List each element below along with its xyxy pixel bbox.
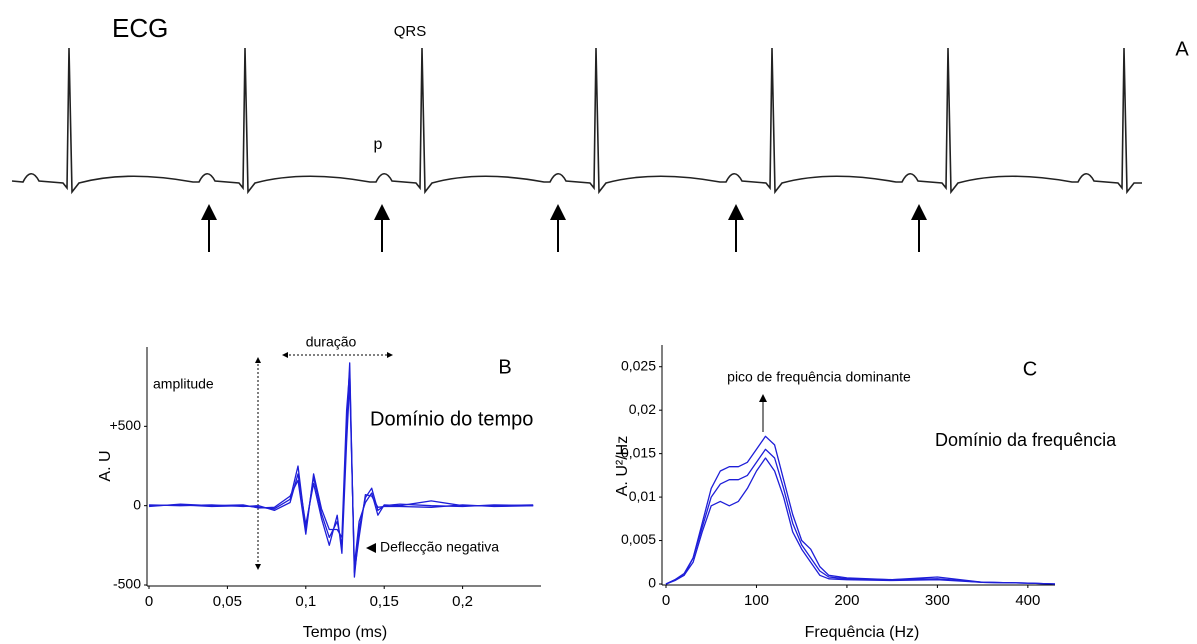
series-line — [148, 370, 534, 573]
deflection-pointer — [366, 543, 376, 553]
annotation: pico de frequência dominante — [727, 369, 911, 385]
x-tick-label: 0,1 — [295, 593, 316, 610]
y-tick-label: 0,015 — [621, 444, 656, 460]
y-tick-label: 0 — [648, 575, 656, 591]
annotation: Deflecção negativa — [380, 539, 499, 555]
panel-title: Domínio do tempo — [370, 408, 533, 430]
p-wave-arrows — [201, 204, 927, 252]
x-tick-label: 300 — [925, 592, 950, 609]
panel-label: A — [1175, 38, 1189, 60]
y-tick-label: 0,025 — [621, 357, 656, 373]
panel-label: C — [1023, 358, 1037, 380]
y-axis-label: A. U²/Hz — [614, 436, 631, 496]
p-label: p — [374, 136, 383, 153]
x-tick-label: 0 — [145, 593, 153, 610]
panel-title: Domínio da frequência — [935, 430, 1117, 450]
panel-label: B — [498, 356, 511, 378]
y-tick-label: -500 — [113, 576, 141, 592]
y-tick-label: 0,02 — [629, 401, 656, 417]
y-tick-label: 0,01 — [629, 488, 656, 504]
annotation: amplitude — [153, 376, 214, 392]
y-axis-label: A. U — [97, 450, 114, 481]
series-line — [665, 457, 1056, 585]
qrs-label: QRS — [394, 23, 427, 40]
x-axis-label: Frequência (Hz) — [805, 624, 920, 641]
x-tick-label: 0,15 — [370, 593, 399, 610]
series-line — [665, 448, 1056, 585]
x-tick-label: 0 — [662, 592, 670, 609]
y-tick-label: +500 — [109, 417, 141, 433]
x-tick-label: 100 — [744, 592, 769, 609]
y-tick-label: 0,005 — [621, 531, 656, 547]
annotation: duração — [306, 334, 357, 350]
ecg-title: ECG — [112, 13, 168, 43]
series-line — [665, 435, 1056, 585]
x-tick-label: 0,05 — [213, 593, 242, 610]
x-tick-label: 0,2 — [452, 593, 473, 610]
x-tick-label: 200 — [834, 592, 859, 609]
x-axis-label: Tempo (ms) — [303, 624, 387, 641]
y-tick-label: 0 — [133, 496, 141, 512]
ecg-trace — [11, 47, 1142, 195]
x-tick-label: 400 — [1015, 592, 1040, 609]
